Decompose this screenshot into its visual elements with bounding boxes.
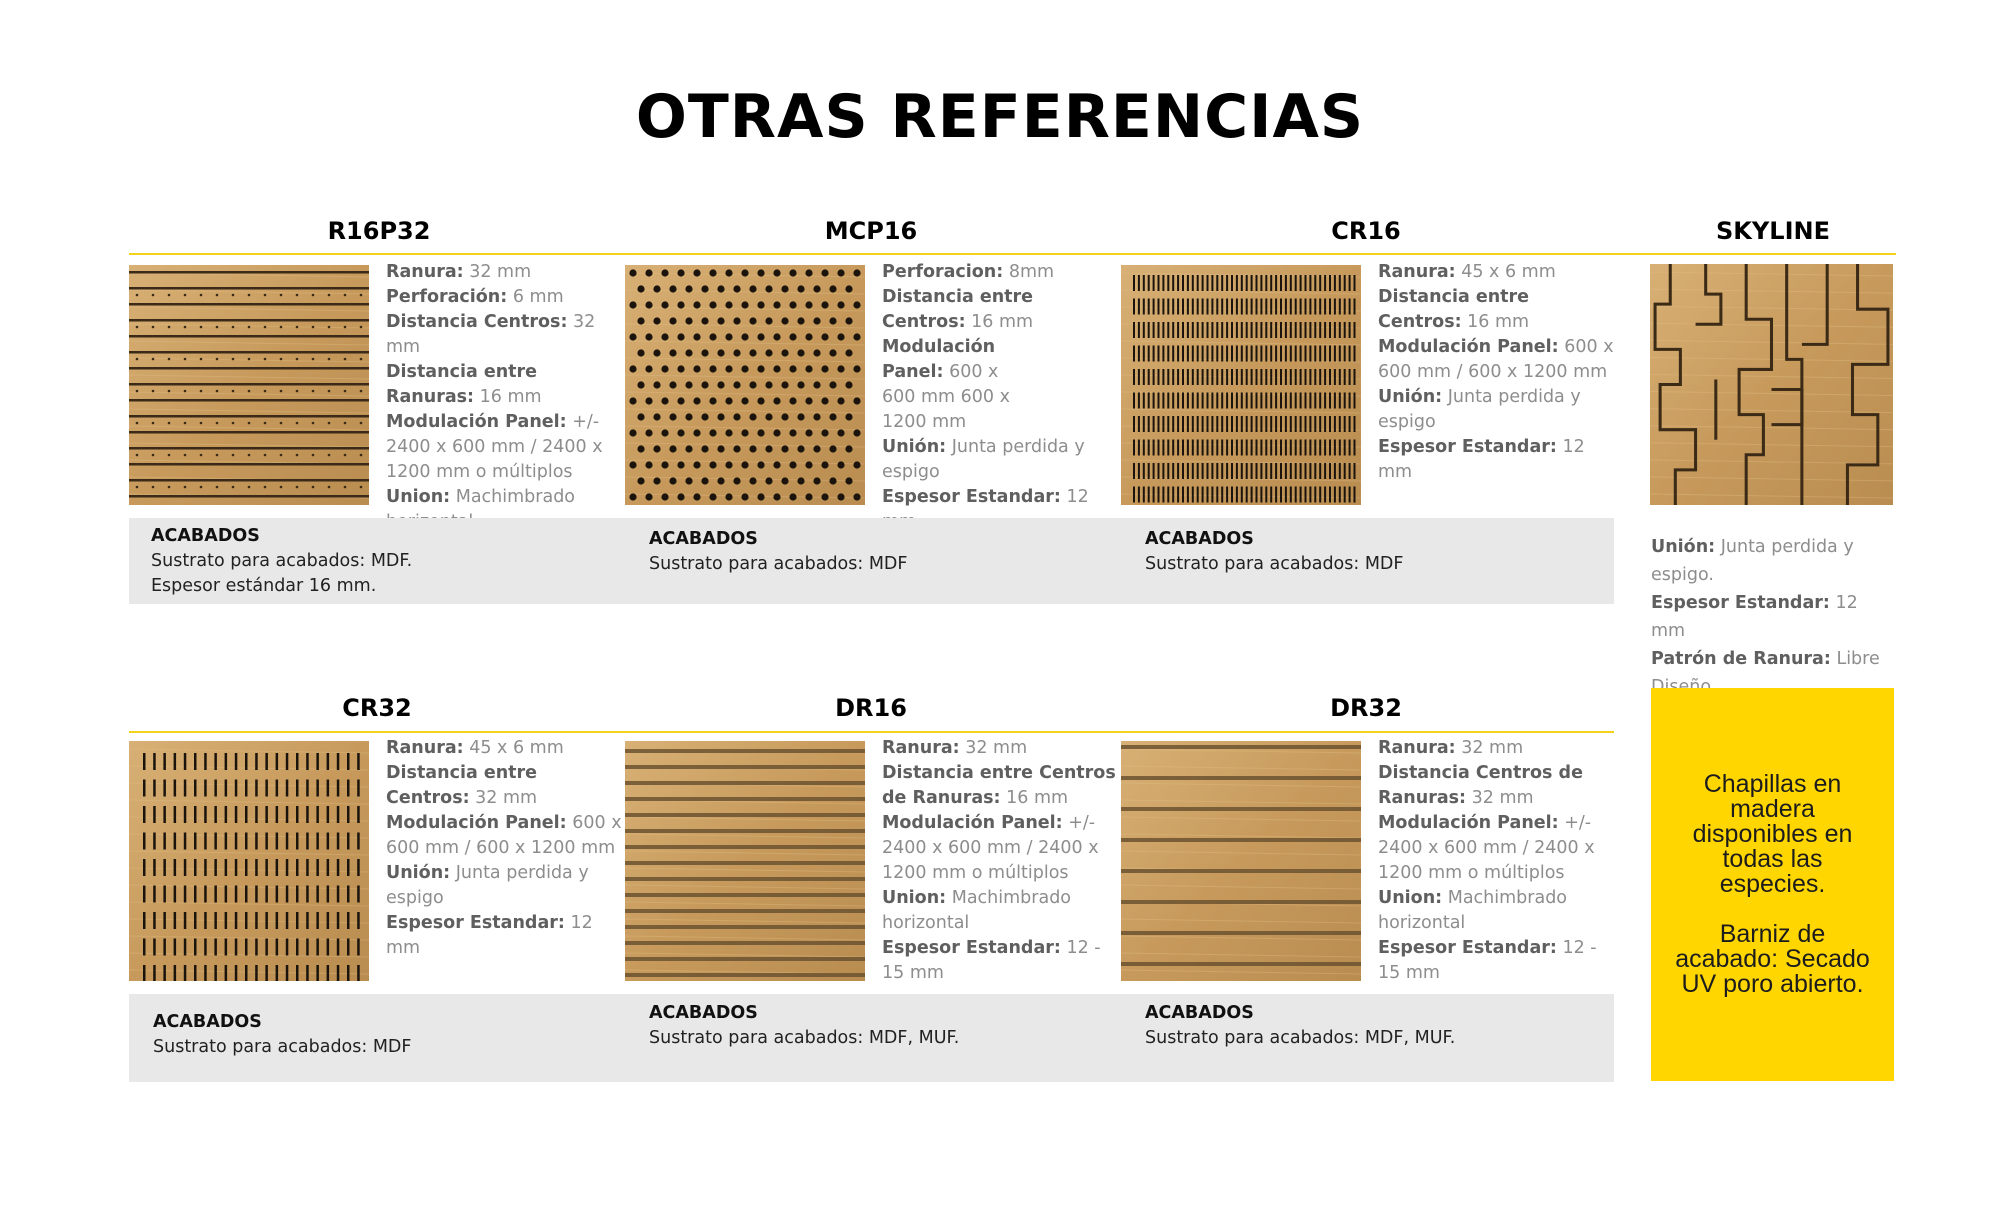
cr16-acabados: ACABADOS Sustrato para acabados: MDF [1145,529,1404,574]
mcp16-panel-image [625,265,865,505]
acabados-band-row1: ACABADOS Sustrato para acabados: MDF. Es… [129,518,1614,604]
product-title-dr16: DR16 [835,694,907,722]
promo-veneer-text: Chapillas en madera disponibles en todas… [1692,770,1853,898]
row2-divider-line [129,731,1614,733]
product-title-dr32: DR32 [1330,694,1402,722]
product-title-mcp16: MCP16 [824,217,918,245]
dr16-acabados: ACABADOS Sustrato para acabados: MDF, MU… [649,1003,960,1048]
dr16-panel-image [625,741,865,981]
cr16-specs: Ranura: 45 x 6 mm Distancia entre Centro… [1378,262,1614,482]
dr32-acabados: ACABADOS Sustrato para acabados: MDF, MU… [1145,1003,1456,1048]
dr16-specs: Ranura: 32 mm Distancia entre Centros de… [882,738,1116,983]
mcp16-acabados: ACABADOS Sustrato para acabados: MDF [649,529,908,574]
promo-finish-text: Barniz de acabado: Secado UV poro abiert… [1675,920,1870,998]
dr32-panel-image [1121,741,1361,981]
page-title: OTRAS REFERENCIAS [635,82,1365,152]
row1-divider-line [129,253,1896,255]
acabados-band-row2: ACABADOS Sustrato para acabados: MDF ACA… [129,994,1614,1082]
skyline-specs: Unión: Junta perdida y espigo. Espesor E… [1651,537,1880,697]
promo-box: Chapillas en madera disponibles en todas… [1651,688,1894,1081]
mcp16-specs: Perforacion: 8mm Distancia entre Centros… [882,262,1089,532]
r16p32-panel-image [129,265,369,505]
cr32-specs: Ranura: 45 x 6 mm Distancia entre Centro… [386,738,622,958]
product-title-r16p32: R16P32 [327,217,431,245]
cr32-panel-image [129,741,369,981]
cr16-panel-image [1121,265,1361,505]
r16p32-acabados: ACABADOS Sustrato para acabados: MDF. Es… [151,526,413,596]
product-title-skyline: SKYLINE [1716,217,1830,245]
dr32-specs: Ranura: 32 mm Distancia Centros de Ranur… [1378,738,1597,983]
skyline-panel-image [1650,264,1893,505]
product-title-cr16: CR16 [1331,217,1401,245]
r16p32-specs: Ranura: 32 mm Perforación: 6 mm Distanci… [386,262,603,532]
product-title-cr32: CR32 [342,694,412,722]
cr32-acabados: ACABADOS Sustrato para acabados: MDF [153,1012,412,1057]
